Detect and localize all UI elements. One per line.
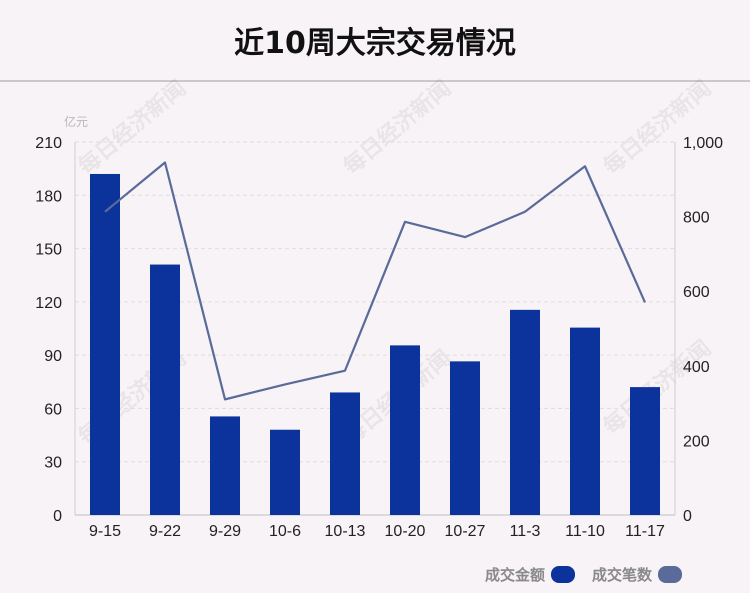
left-tick-label: 150: [35, 242, 62, 259]
x-tick-label: 10-20: [385, 523, 426, 540]
right-tick-label: 0: [683, 508, 692, 525]
legend-amount: 成交金额: [485, 563, 576, 585]
x-tick-label: 11-3: [510, 523, 541, 540]
left-tick-label: 180: [35, 188, 62, 205]
x-tick-label: 11-17: [625, 523, 665, 540]
right-tick-label: 200: [683, 433, 710, 450]
legend-count: 成交笔数: [592, 563, 683, 585]
bar: [570, 327, 600, 515]
right-tick-label: 600: [683, 284, 710, 301]
right-tick-label: 400: [683, 359, 710, 376]
x-tick-label: 9-29: [209, 523, 241, 540]
bar: [330, 392, 360, 515]
legend-count-label: 成交笔数: [592, 565, 653, 584]
left-tick-label: 0: [53, 508, 62, 525]
chart-title: 近10周大宗交易情况: [234, 26, 516, 61]
right-tick-label: 800: [683, 210, 710, 227]
x-tick-label: 9-15: [89, 523, 121, 540]
bar: [630, 387, 660, 515]
left-tick-label: 120: [35, 295, 62, 312]
bar: [90, 173, 120, 515]
left-tick-label: 90: [44, 348, 62, 365]
bar: [150, 264, 180, 515]
left-tick-label: 30: [44, 455, 62, 472]
bar: [390, 345, 420, 515]
legend-amount-label: 成交金额: [485, 565, 546, 584]
x-tick-label: 11-10: [565, 523, 605, 540]
right-tick-label: 1,000: [683, 135, 723, 152]
left-tick-label: 60: [44, 401, 62, 418]
x-tick-label: 10-6: [269, 523, 301, 540]
legend-amount-swatch: [551, 565, 576, 583]
series-line-count: [104, 161, 647, 401]
bar: [210, 416, 240, 515]
x-tick-label: 10-13: [325, 523, 366, 540]
left-axis-unit: 亿元: [64, 115, 89, 129]
bar: [510, 309, 540, 515]
x-tick-label: 9-22: [149, 523, 181, 540]
bar: [270, 429, 300, 515]
x-tick-label: 10-27: [445, 523, 486, 540]
legend-count-swatch: [658, 565, 683, 583]
title-divider: [0, 80, 750, 82]
left-tick-label: 210: [35, 135, 62, 152]
bar: [450, 361, 480, 515]
